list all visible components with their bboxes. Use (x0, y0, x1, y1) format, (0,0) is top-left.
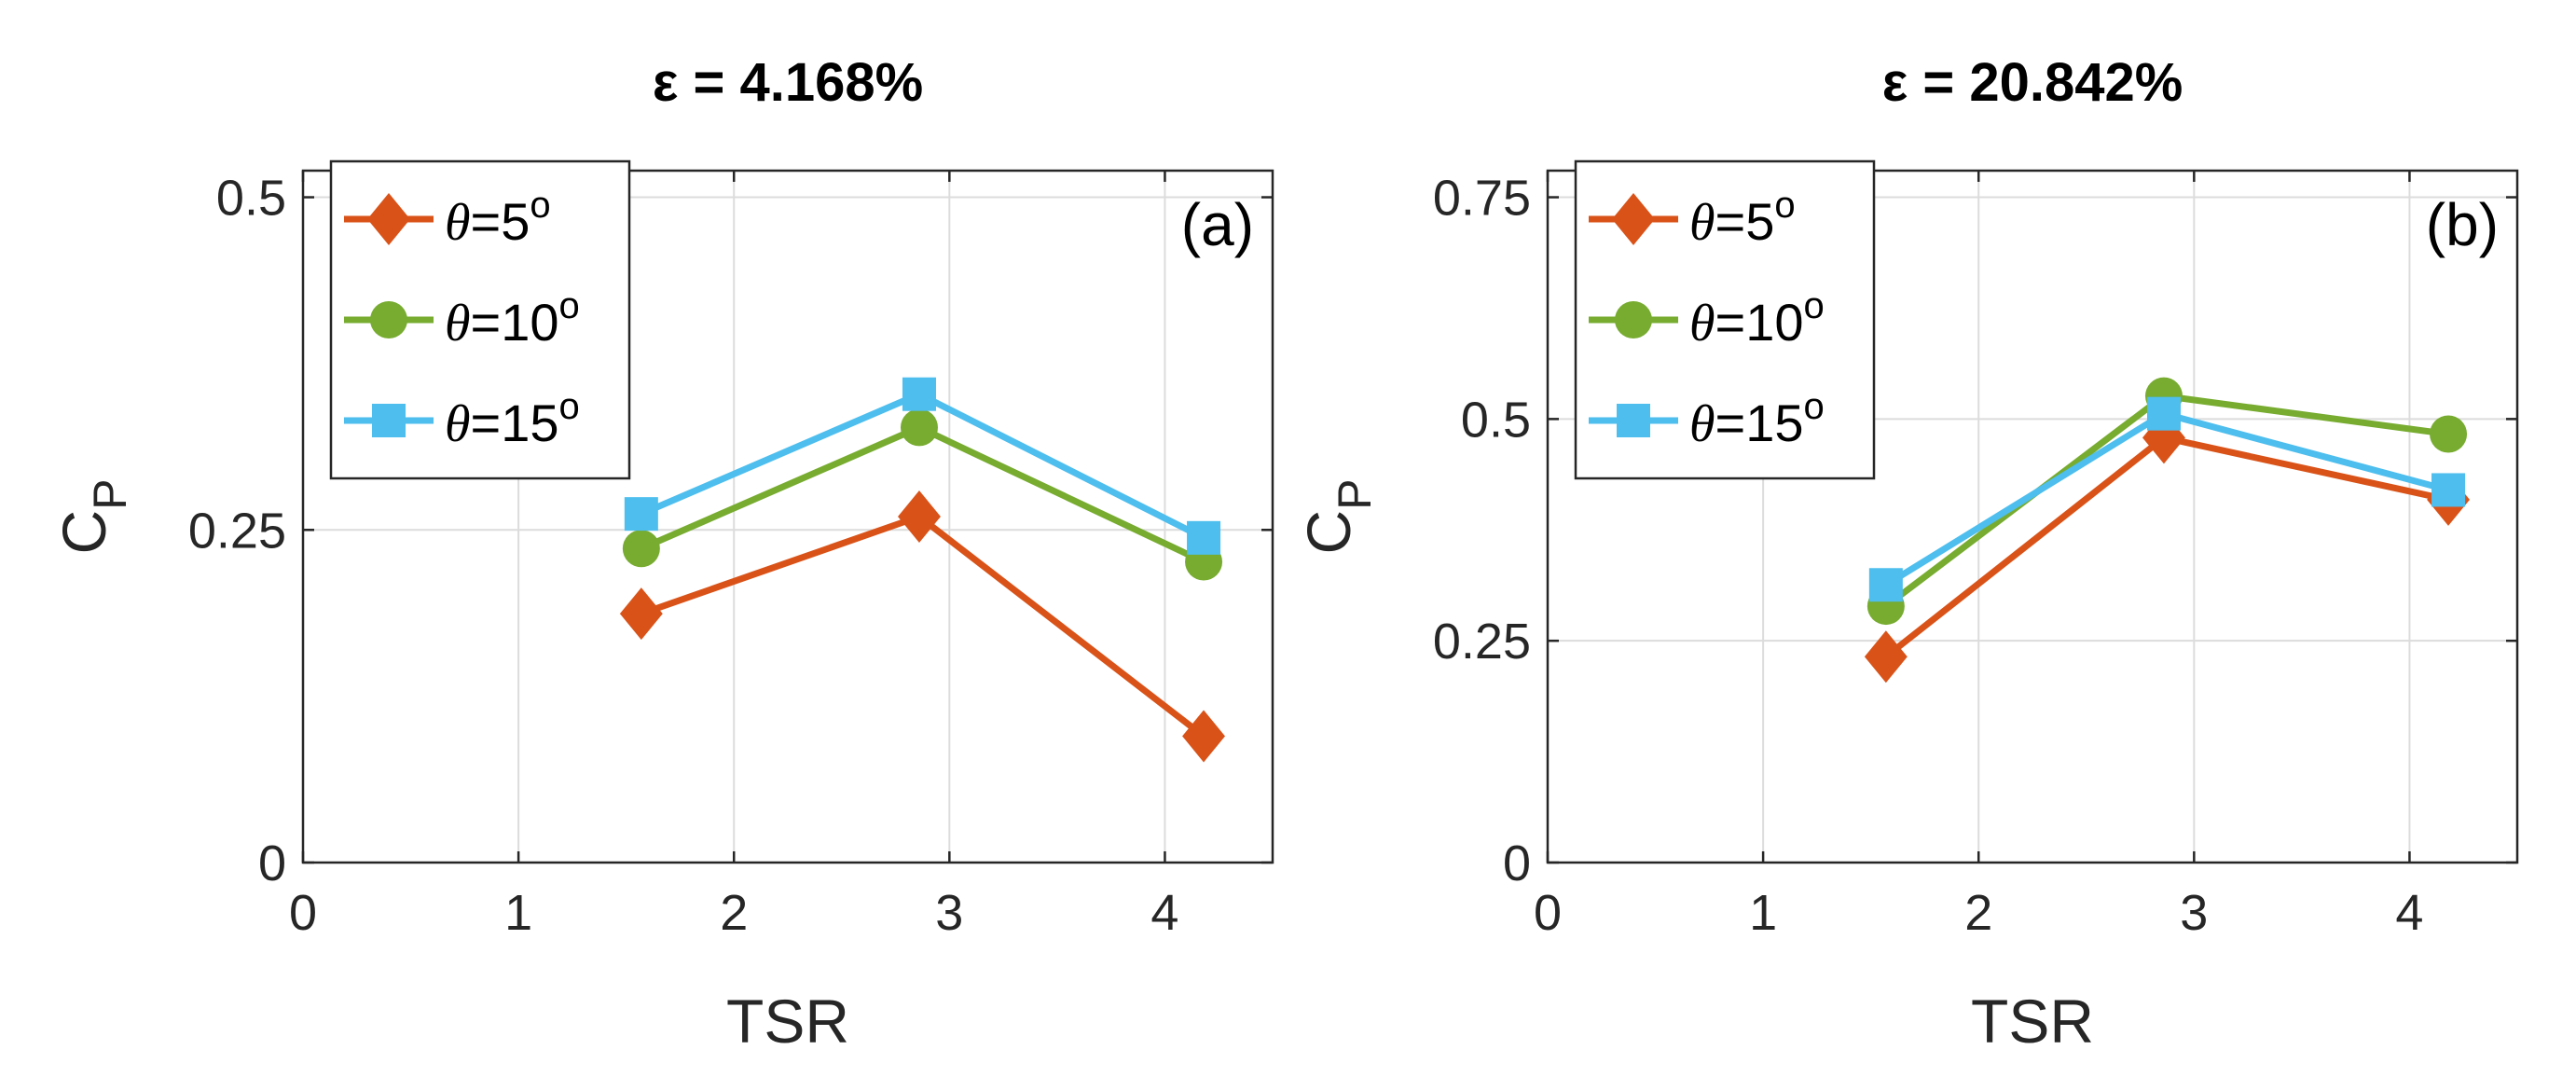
chart-title: ε = 4.168% (653, 52, 923, 113)
axes-box (1546, 169, 2519, 864)
y-axis-label: CP (49, 478, 136, 554)
y-tick-label: 0.25 (1433, 614, 1531, 670)
x-tick-label: 4 (2395, 885, 2423, 941)
legend-degree: o (1804, 285, 1825, 326)
legend-theta: θ (445, 395, 471, 453)
data-point-diamond (1864, 630, 1908, 684)
subplot-a: 0 1 2 3 400.250.5ε = 4.168%TSRCP(a)θ=5oθ=10o… (49, 52, 1274, 1056)
chart-title: ε = 20.842% (1882, 52, 2183, 113)
legend-label: θ=5o (445, 185, 551, 252)
y-tick-label: 0.5 (216, 171, 286, 227)
data-point-square (902, 377, 936, 411)
y-axis-label: CP (1294, 478, 1381, 554)
x-tick-label: 4 (1150, 885, 1178, 941)
y-tick-label: 0 (258, 836, 286, 891)
data-point-diamond (898, 490, 941, 543)
x-tick-label: 0 (289, 885, 317, 941)
legend-label: θ=15o (1689, 386, 1825, 453)
legend-value: =10 (471, 293, 559, 352)
legend-marker-circle (370, 301, 407, 338)
data-point-square (624, 497, 658, 532)
data-point-square (2431, 473, 2466, 507)
legend-theta: θ (1689, 395, 1715, 453)
y-tick-label: 0.5 (1461, 392, 1531, 448)
legend-label: θ=10o (445, 285, 580, 352)
data-point-square (2146, 396, 2181, 431)
legend-degree: o (1804, 386, 1825, 427)
legend-label: θ=15o (445, 386, 580, 453)
legend-degree: o (559, 285, 580, 326)
x-tick-label: 2 (720, 885, 748, 941)
legend-value: =10 (1715, 293, 1804, 352)
legend-theta: θ (445, 295, 471, 352)
x-tick-label: 0 (1534, 885, 1562, 941)
x-tick-label: 1 (504, 885, 532, 941)
x-axis-label: TSR (1971, 987, 2094, 1056)
y-tick-label: 0 (1503, 836, 1531, 891)
axes-box (301, 169, 1274, 864)
y-axis-label-sub: P (1329, 478, 1381, 509)
legend-marker-diamond (1612, 193, 1655, 245)
legend-value: =15 (1715, 394, 1804, 452)
legend-marker-circle (1615, 301, 1652, 338)
data-point-diamond (619, 587, 663, 641)
legend-theta: θ (1689, 295, 1715, 352)
data-point-circle (900, 408, 938, 447)
legend-value: =5 (1715, 192, 1775, 251)
legend-degree: o (559, 386, 580, 427)
legend-label: θ=5o (1689, 185, 1796, 252)
x-tick-label: 1 (1749, 885, 1777, 941)
legend-degree: o (530, 185, 550, 226)
legend-value: =5 (471, 192, 530, 251)
data-point-square (1187, 520, 1221, 555)
panel-label: (a) (1181, 191, 1254, 258)
legend-marker-square (1617, 404, 1650, 437)
x-tick-label: 3 (935, 885, 963, 941)
x-tick-label: 3 (2180, 885, 2208, 941)
y-axis-label-main: C (1294, 510, 1363, 555)
legend-value: =15 (471, 394, 559, 452)
y-tick-label: 0.25 (188, 503, 286, 559)
legend-marker-square (372, 404, 406, 437)
x-axis-label: TSR (726, 987, 849, 1056)
legend-theta: θ (1689, 194, 1715, 252)
data-point-circle (2430, 415, 2468, 453)
data-point-diamond (1182, 710, 1226, 763)
subplot-b: 0 1 2 3 400.250.50.75ε = 20.842%TSRCP(b)θ=5o… (1294, 52, 2519, 1056)
legend-label: θ=10o (1689, 285, 1825, 352)
data-point-square (1868, 568, 1903, 602)
y-tick-label: 0.75 (1433, 171, 1531, 227)
x-tick-label: 2 (1964, 885, 1992, 941)
panel-label: (b) (2426, 191, 2499, 258)
legend-theta: θ (445, 194, 471, 252)
y-axis-label-main: C (49, 510, 118, 555)
data-point-circle (622, 530, 660, 568)
y-axis-label-sub: P (84, 478, 136, 509)
legend-degree: o (1774, 185, 1795, 226)
legend-marker-diamond (367, 193, 410, 245)
